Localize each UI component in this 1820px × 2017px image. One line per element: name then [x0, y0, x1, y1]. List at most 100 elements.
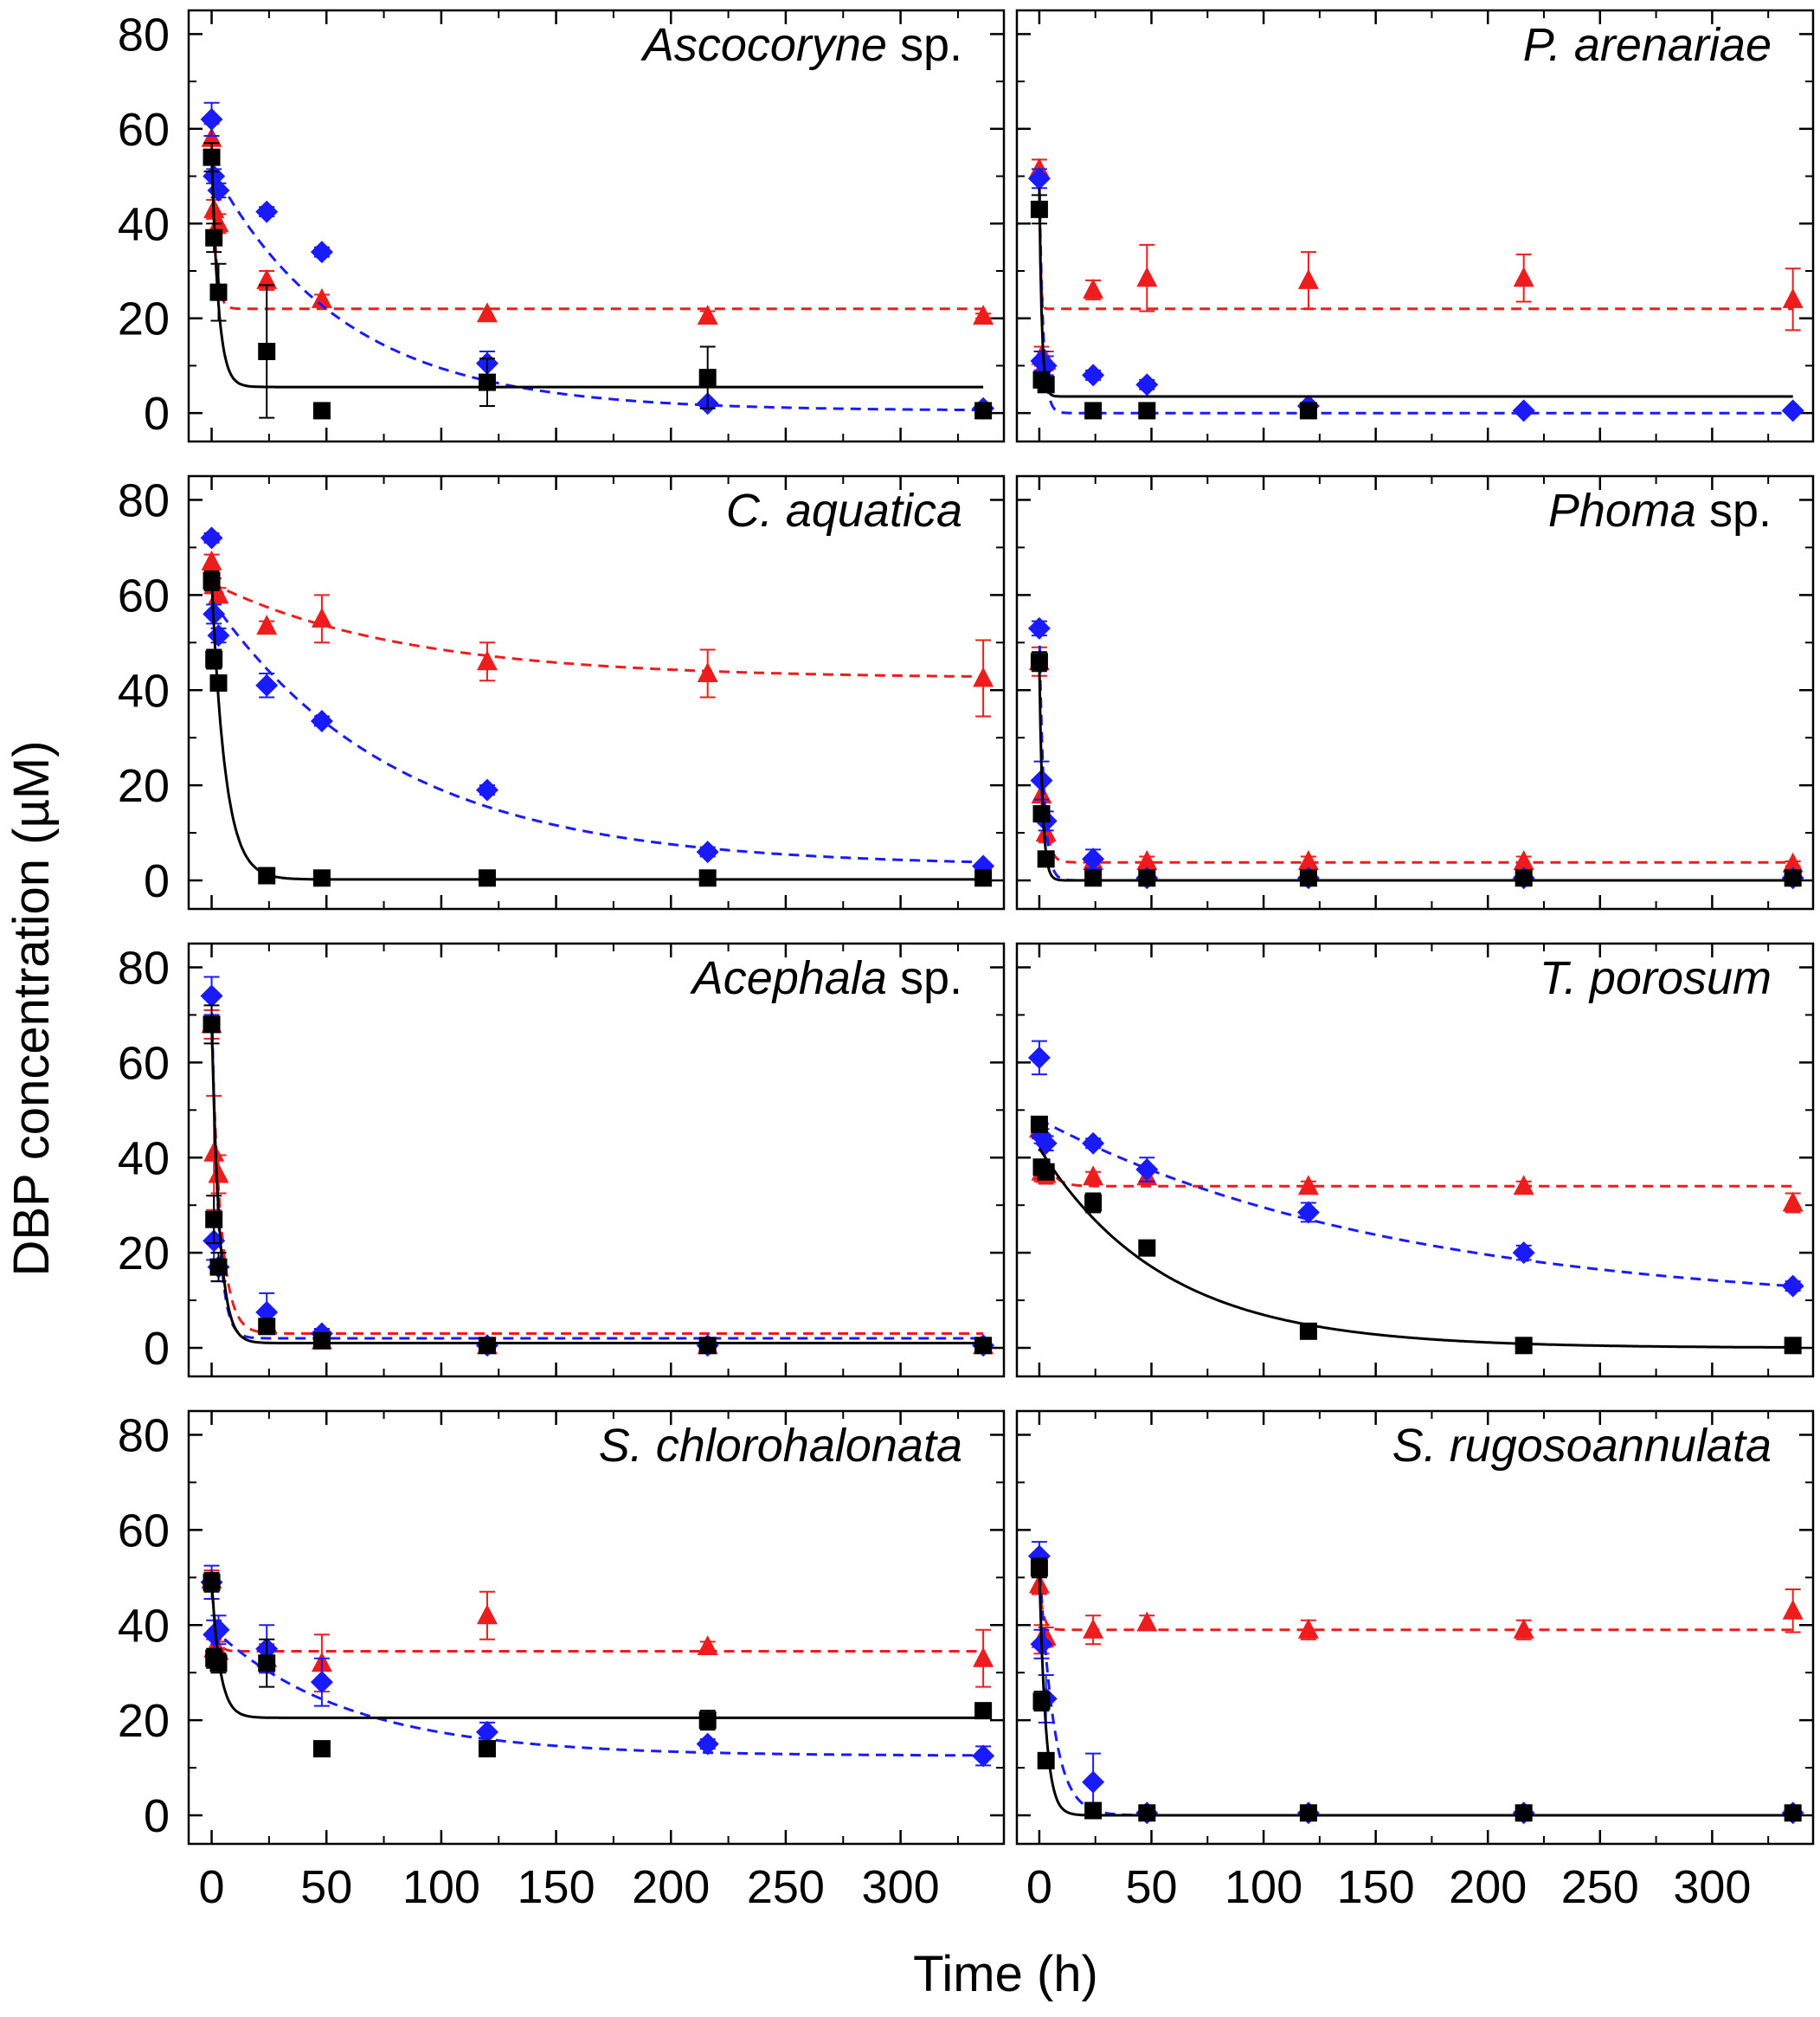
x-axis-title: Time (h): [913, 1946, 1098, 2002]
panel-frame: [1015, 9, 1815, 443]
y-tick-label: 20: [118, 1228, 170, 1279]
data-point-red: [1513, 850, 1534, 871]
fit-curve-black: [1038, 1147, 1793, 1349]
data-point-blue: [972, 1744, 995, 1768]
panel-title: P. arenariae: [1523, 19, 1772, 71]
y-tick-label: 60: [118, 104, 170, 156]
panel-title-suffix: sp.: [887, 19, 962, 71]
data-point-black: [1030, 1559, 1048, 1577]
data-point-red: [697, 662, 718, 683]
data-point-blue: [255, 200, 279, 223]
data-point-black: [1299, 402, 1317, 420]
data-point-red: [1513, 1175, 1534, 1195]
data-point-blue: [200, 526, 223, 550]
data-point-red: [1513, 267, 1534, 287]
panel-title: S. rugosoannulata: [1392, 1420, 1772, 1472]
data-point-black: [1138, 1804, 1156, 1822]
panel-3: 0 20 40 60 80 C. aquatica: [118, 474, 1006, 911]
data-point-black: [1784, 869, 1802, 887]
fit-curve-blue: [1038, 176, 1793, 415]
panels: 0 20 40 60 80 Ascocoryne sp. P. arenariae 0 20 40…: [118, 9, 1815, 1913]
x-tick-label: 250: [1561, 1861, 1639, 1913]
data-point-blue: [475, 1720, 498, 1743]
data-point-black: [478, 373, 496, 391]
data-point-black: [1037, 1751, 1055, 1769]
data-point-red: [311, 287, 332, 308]
data-point-black: [1030, 200, 1048, 218]
data-point-black: [698, 1711, 717, 1730]
data-point-black: [205, 650, 223, 668]
data-point-blue: [1781, 1274, 1804, 1298]
y-tick-label: 80: [118, 942, 170, 994]
fit-curve-blue: [210, 165, 984, 412]
panel-5: 0 20 40 60 80 Acephala sp.: [118, 942, 1006, 1378]
panel-title: Acephala sp.: [690, 952, 962, 1004]
data-point-black: [312, 1740, 331, 1758]
data-point-red: [476, 1604, 498, 1625]
y-tick-label: 20: [118, 760, 170, 812]
data-point-black: [478, 869, 496, 887]
x-tick-label: 300: [1673, 1861, 1751, 1913]
panel-title-species: C. aquatica: [726, 485, 962, 537]
panel-4: Phoma sp.: [1015, 474, 1815, 911]
data-point-black: [974, 1337, 993, 1355]
data-point-red: [476, 650, 498, 671]
data-point-black: [209, 674, 228, 693]
x-tick-label: 300: [862, 1861, 940, 1913]
data-point-black: [209, 1654, 228, 1672]
fit-curve-red: [210, 1580, 984, 1653]
data-point-black: [1784, 1804, 1802, 1822]
panel-title-species: Acephala: [690, 952, 887, 1004]
data-point-black: [258, 1318, 276, 1336]
data-point-black: [1037, 850, 1055, 868]
y-tick-label: 80: [118, 1409, 170, 1461]
data-point-black: [1515, 1337, 1533, 1355]
data-point-black: [478, 1740, 496, 1758]
fit-curve-red: [1038, 1582, 1793, 1632]
data-point-blue: [1082, 364, 1105, 387]
y-tick-label: 60: [118, 1037, 170, 1089]
panel-frame: [187, 9, 1006, 443]
data-point-black: [1515, 1804, 1533, 1822]
x-tick-label: 50: [300, 1861, 352, 1913]
data-point-red: [973, 667, 994, 687]
data-point-red: [1782, 1599, 1804, 1620]
data-point-black: [974, 1702, 993, 1720]
data-point-red: [1136, 1611, 1158, 1632]
data-point-black: [205, 1210, 223, 1228]
fit-curve-black: [1038, 661, 1793, 882]
data-point-red: [1782, 287, 1804, 308]
data-point-black: [478, 1337, 496, 1355]
data-point-red: [1297, 268, 1319, 289]
data-point-black: [1515, 869, 1533, 887]
x-tick-label: 100: [402, 1861, 480, 1913]
x-tick-label: 200: [1449, 1861, 1527, 1913]
x-tick-label: 0: [199, 1861, 225, 1913]
fit-curve-black: [1038, 1568, 1793, 1817]
data-point-black: [1030, 1115, 1048, 1133]
data-point-black: [1037, 1163, 1055, 1181]
data-point-blue: [310, 241, 333, 264]
data-point-red: [697, 1634, 718, 1655]
data-point-black: [203, 571, 221, 590]
data-point-black: [698, 869, 717, 887]
panel-7: 0 20 40 60 80 0 50 100 150 200 250 300 S. chlorohalo…: [118, 1409, 1006, 1913]
panel-title-suffix: sp.: [887, 952, 962, 1004]
panel-title-species: S. rugosoannulata: [1392, 1420, 1772, 1472]
x-tick-label: 100: [1225, 1861, 1302, 1913]
data-point-blue: [207, 1618, 230, 1641]
data-point-black: [209, 283, 228, 301]
panel-2: P. arenariae: [1015, 9, 1815, 443]
data-point-black: [312, 1331, 331, 1350]
data-point-red: [256, 615, 278, 635]
x-tick-label: 0: [1026, 1861, 1052, 1913]
y-tick-label: 0: [144, 1323, 170, 1375]
panel-title-species: P. arenariae: [1523, 19, 1772, 71]
data-point-blue: [200, 984, 223, 1008]
y-tick-label: 20: [118, 1695, 170, 1747]
x-tick-label: 150: [1337, 1861, 1415, 1913]
data-point-red: [1782, 852, 1804, 873]
fit-curve-black: [210, 1019, 984, 1344]
data-point-blue: [1512, 399, 1535, 422]
y-tick-label: 60: [118, 570, 170, 622]
